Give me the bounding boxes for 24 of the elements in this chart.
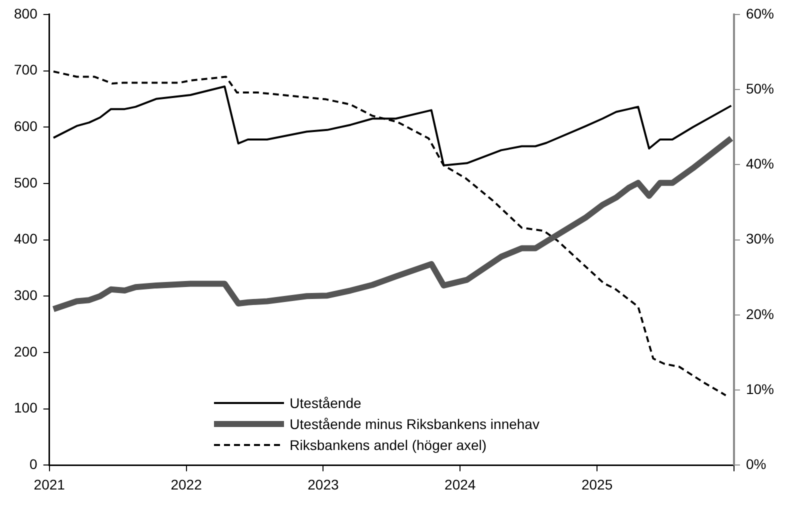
y-tick-label: 100 xyxy=(14,400,38,416)
y-tick-label: 0 xyxy=(30,456,38,472)
y-tick-label: 300 xyxy=(14,287,38,304)
x-tick-label: 2024 xyxy=(444,476,476,492)
y-tick-label: 200 xyxy=(14,343,38,360)
y2-tick-label: 50% xyxy=(746,80,774,96)
x-tick-label: 2025 xyxy=(581,476,613,492)
y2-tick-label: 30% xyxy=(746,230,774,247)
y-tick-label: 600 xyxy=(14,118,38,134)
y2-tick-label: 10% xyxy=(746,380,774,397)
legend-label: Utestående minus Riksbankens innehav xyxy=(290,416,540,432)
x-tick-label: 2023 xyxy=(308,476,339,492)
y-tick-label: 500 xyxy=(14,174,38,190)
y-tick-label: 400 xyxy=(14,230,38,247)
x-tick-label: 2021 xyxy=(34,476,66,492)
y-tick-label: 700 xyxy=(14,62,38,78)
y2-tick-label: 40% xyxy=(746,156,774,172)
legend-label: Riksbankens andel (höger axel) xyxy=(290,436,487,453)
y2-tick-label: 20% xyxy=(746,306,774,322)
y-tick-label: 800 xyxy=(14,5,38,22)
x-tick-label: 2022 xyxy=(170,476,202,492)
legend-label: Utestående xyxy=(290,394,362,411)
y2-tick-label: 0% xyxy=(746,456,766,472)
y2-tick-label: 60% xyxy=(746,5,774,22)
